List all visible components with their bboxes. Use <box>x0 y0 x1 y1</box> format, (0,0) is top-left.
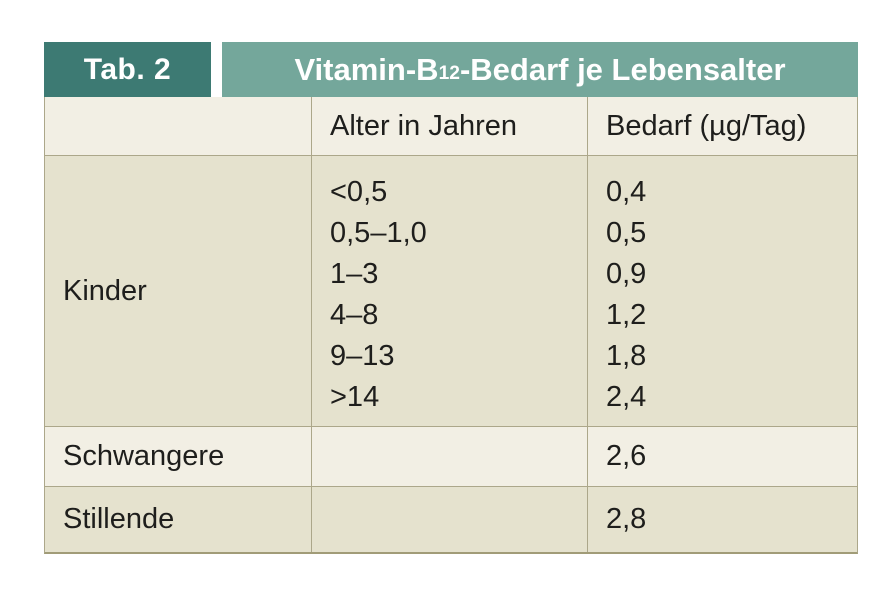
row-schwangere-label: Schwangere <box>45 427 312 487</box>
row-schwangere-value: 2,6 <box>588 427 857 487</box>
requirement-value: 2,4 <box>606 381 647 413</box>
age-range: 0,5–1,0 <box>330 217 427 249</box>
age-range: 4–8 <box>330 299 379 331</box>
row-stillende-value: 2,8 <box>588 487 857 552</box>
row-stillende-label: Stillende <box>45 487 312 552</box>
table-title: Vitamin-B 12 -Bedarf je Lebensalter <box>222 42 858 97</box>
requirement-value: 0,5 <box>606 217 647 249</box>
requirement-value: 1,2 <box>606 299 647 331</box>
row-kinder-values: 0,4 0,5 0,9 1,2 1,8 2,4 <box>588 156 857 427</box>
row-stillende-age <box>312 487 588 552</box>
requirement-value: 1,8 <box>606 340 647 372</box>
header-cell-group <box>45 97 312 156</box>
age-range: >14 <box>330 381 380 413</box>
row-kinder-ages: <0,5 0,5–1,0 1–3 4–8 9–13 >14 <box>312 156 588 427</box>
table-title-suffix: -Bedarf je Lebensalter <box>459 51 786 87</box>
row-kinder-label: Kinder <box>45 156 312 427</box>
age-range: 9–13 <box>330 340 395 372</box>
age-range: <0,5 <box>330 176 388 208</box>
header-cell-requirement: Bedarf (µg/Tag) <box>588 97 857 156</box>
header-cell-age: Alter in Jahren <box>312 97 588 156</box>
band-gap <box>211 42 222 97</box>
age-range: 1–3 <box>330 258 379 290</box>
data-table: Alter in Jahren Bedarf (µg/Tag) Kinder <… <box>44 97 858 554</box>
row-schwangere-age <box>312 427 588 487</box>
requirement-value: 0,9 <box>606 258 647 290</box>
table-header-band: Tab. 2 Vitamin-B 12 -Bedarf je Lebensalter <box>44 42 858 97</box>
requirement-value: 0,4 <box>606 176 647 208</box>
table-title-subscript: 12 <box>438 62 460 84</box>
table-title-prefix: Vitamin-B <box>294 51 439 87</box>
table-tag-label: Tab. 2 <box>44 42 211 97</box>
